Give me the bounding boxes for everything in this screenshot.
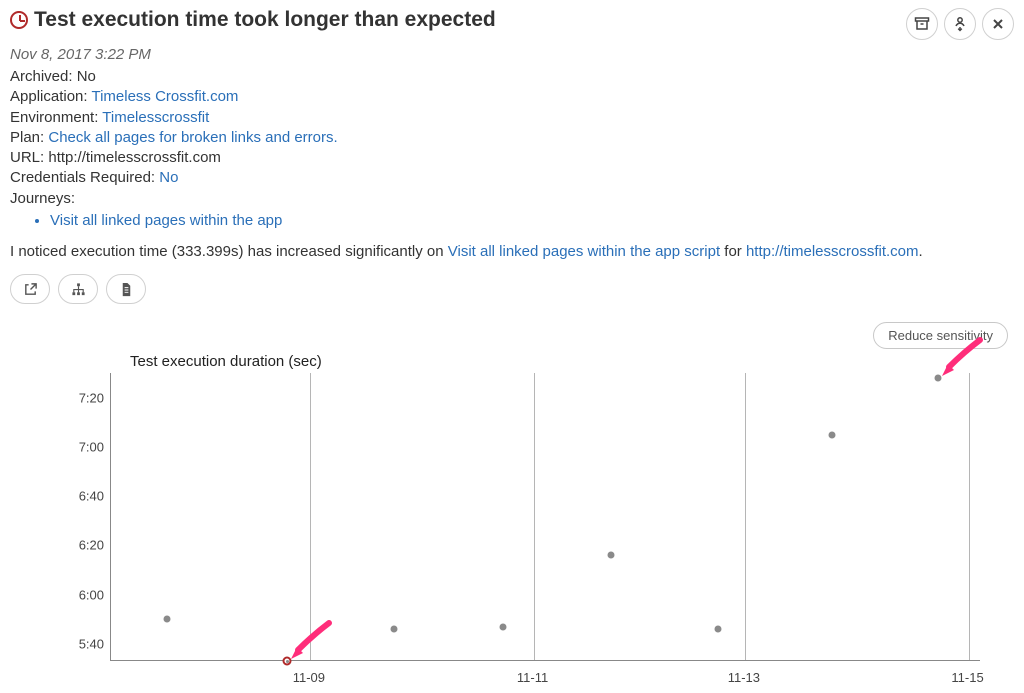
- chart-title: Test execution duration (sec): [10, 353, 1014, 370]
- x-tick-label: 11-15: [951, 670, 983, 685]
- y-tick-label: 6:00: [10, 587, 104, 602]
- assign-button[interactable]: [944, 8, 976, 40]
- chart-point: [499, 623, 506, 630]
- annotation-arrow: [942, 334, 984, 380]
- archive-icon: [914, 16, 930, 32]
- annotation-arrow: [291, 617, 333, 663]
- y-tick-label: 6:20: [10, 538, 104, 553]
- notice-prefix: I noticed execution time (333.399s) has …: [10, 243, 448, 260]
- chart-point: [163, 616, 170, 623]
- y-tick-label: 6:40: [10, 489, 104, 504]
- application-link[interactable]: Timeless Crossfit.com: [91, 88, 238, 105]
- archived-label: Archived:: [10, 68, 73, 85]
- document-icon: [119, 282, 134, 297]
- credentials-link[interactable]: No: [159, 169, 178, 186]
- x-gridline: [534, 373, 535, 660]
- environment-link[interactable]: Timelesscrossfit: [102, 109, 209, 126]
- meta-block: Archived: No Application: Timeless Cross…: [10, 67, 1014, 231]
- notice-middle: for: [720, 243, 746, 260]
- duration-chart: Test execution duration (sec) 5:40 6:00 6:…: [10, 353, 1014, 693]
- journeys-label: Journeys:: [10, 190, 75, 207]
- chart-point: [934, 374, 941, 381]
- application-label: Application:: [10, 88, 88, 105]
- close-button[interactable]: [982, 8, 1014, 40]
- y-tick-label: 5:40: [10, 636, 104, 651]
- sitemap-icon: [71, 282, 86, 297]
- url-label: URL:: [10, 149, 44, 166]
- y-tick-label: 7:20: [10, 390, 104, 405]
- header-actions: [906, 8, 1014, 40]
- chart-plot-area: [110, 373, 980, 661]
- close-icon: [990, 16, 1006, 32]
- notice-suffix: .: [919, 243, 923, 260]
- x-tick-label: 11-13: [728, 670, 760, 685]
- environment-label: Environment:: [10, 109, 98, 126]
- notice-text: I noticed execution time (333.399s) has …: [10, 243, 1014, 260]
- clock-icon: [10, 11, 28, 29]
- chart-point: [714, 626, 721, 633]
- x-tick-label: 11-09: [293, 670, 325, 685]
- external-link-icon: [23, 282, 38, 297]
- chart-point: [607, 552, 614, 559]
- detail-toolbar: [10, 274, 1014, 304]
- credentials-label: Credentials Required:: [10, 169, 155, 186]
- notice-script-link[interactable]: Visit all linked pages within the app sc…: [448, 243, 720, 260]
- sitemap-button[interactable]: [58, 274, 98, 304]
- x-tick-label: 11-11: [517, 670, 548, 685]
- chart-point: [391, 626, 398, 633]
- y-tick-label: 7:00: [10, 439, 104, 454]
- user-down-icon: [952, 16, 968, 32]
- plan-link[interactable]: Check all pages for broken links and err…: [48, 129, 337, 146]
- open-external-button[interactable]: [10, 274, 50, 304]
- x-gridline: [969, 373, 970, 660]
- timestamp: Nov 8, 2017 3:22 PM: [10, 46, 1014, 63]
- archive-button[interactable]: [906, 8, 938, 40]
- document-button[interactable]: [106, 274, 146, 304]
- journey-link[interactable]: Visit all linked pages within the app: [50, 212, 282, 229]
- x-gridline: [745, 373, 746, 660]
- url-value: http://timelesscrossfit.com: [48, 149, 221, 166]
- chart-point: [828, 431, 835, 438]
- archived-value: No: [77, 68, 96, 85]
- notice-url-link[interactable]: http://timelesscrossfit.com: [746, 243, 919, 260]
- page-title: Test execution time took longer than exp…: [34, 8, 496, 32]
- plan-label: Plan:: [10, 129, 44, 146]
- journeys-list: Visit all linked pages within the app: [10, 211, 1014, 231]
